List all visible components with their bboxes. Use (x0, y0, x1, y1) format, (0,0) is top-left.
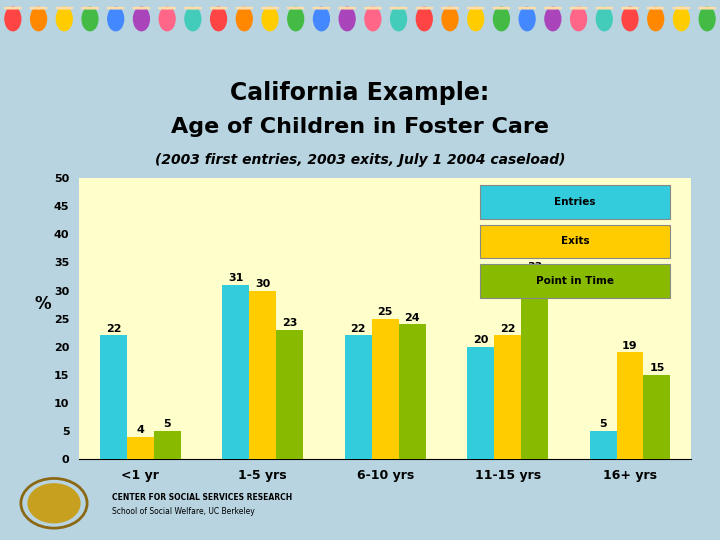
Ellipse shape (108, 7, 124, 31)
Ellipse shape (673, 7, 689, 31)
Circle shape (621, 8, 639, 9)
Ellipse shape (82, 7, 98, 31)
Circle shape (672, 8, 690, 9)
Bar (399, 324, 426, 459)
Y-axis label: %: % (34, 295, 51, 313)
FancyBboxPatch shape (480, 225, 670, 258)
Ellipse shape (262, 7, 278, 31)
Circle shape (287, 8, 305, 9)
Circle shape (364, 8, 382, 9)
Bar (616, 352, 644, 459)
Circle shape (184, 8, 202, 9)
Ellipse shape (313, 7, 329, 31)
Bar (345, 335, 372, 459)
FancyBboxPatch shape (480, 185, 670, 219)
Circle shape (467, 8, 485, 9)
Bar (372, 319, 399, 459)
Text: Point in Time: Point in Time (536, 276, 614, 286)
Text: 24: 24 (405, 313, 420, 322)
Circle shape (390, 8, 408, 9)
Circle shape (235, 8, 253, 9)
Text: 5: 5 (163, 419, 171, 429)
Circle shape (312, 8, 330, 9)
Ellipse shape (339, 7, 355, 31)
Ellipse shape (648, 7, 664, 31)
Circle shape (210, 8, 228, 9)
Ellipse shape (545, 7, 561, 31)
Bar (276, 330, 303, 459)
Circle shape (518, 8, 536, 9)
Bar (222, 285, 249, 459)
Circle shape (441, 8, 459, 9)
Ellipse shape (391, 7, 407, 31)
Circle shape (30, 8, 48, 9)
Ellipse shape (365, 7, 381, 31)
Circle shape (698, 8, 716, 9)
Circle shape (132, 8, 150, 9)
Bar (644, 375, 670, 459)
Ellipse shape (159, 7, 175, 31)
Ellipse shape (596, 7, 612, 31)
Ellipse shape (493, 7, 509, 31)
Ellipse shape (468, 7, 484, 31)
Bar (127, 436, 154, 459)
Circle shape (544, 8, 562, 9)
Bar (494, 335, 521, 459)
Ellipse shape (5, 7, 21, 31)
Text: 33: 33 (527, 262, 542, 272)
Ellipse shape (236, 7, 252, 31)
Ellipse shape (185, 7, 201, 31)
Text: Exits: Exits (561, 237, 589, 246)
Text: CENTER FOR SOCIAL SERVICES RESEARCH: CENTER FOR SOCIAL SERVICES RESEARCH (112, 492, 292, 502)
Text: 15: 15 (649, 363, 665, 373)
Ellipse shape (571, 7, 587, 31)
Circle shape (261, 8, 279, 9)
Circle shape (595, 8, 613, 9)
Text: 22: 22 (500, 324, 516, 334)
Ellipse shape (288, 7, 304, 31)
Text: Entries: Entries (554, 197, 595, 207)
Circle shape (415, 8, 433, 9)
Ellipse shape (133, 7, 149, 31)
Ellipse shape (416, 7, 432, 31)
Text: 22: 22 (351, 324, 366, 334)
Bar (249, 291, 276, 459)
Text: California Example:: California Example: (230, 81, 490, 105)
Ellipse shape (699, 7, 715, 31)
Ellipse shape (31, 7, 47, 31)
Text: 19: 19 (622, 341, 638, 350)
Text: 5: 5 (599, 419, 607, 429)
Text: (2003 first entries, 2003 exits, July 1 2004 caseload): (2003 first entries, 2003 exits, July 1 … (155, 153, 565, 167)
Text: 25: 25 (377, 307, 393, 317)
Circle shape (492, 8, 510, 9)
Ellipse shape (622, 7, 638, 31)
Text: School of Social Welfare, UC Berkeley: School of Social Welfare, UC Berkeley (112, 507, 254, 516)
Ellipse shape (519, 7, 535, 31)
Text: 30: 30 (255, 279, 271, 289)
Ellipse shape (211, 7, 227, 31)
Circle shape (570, 8, 588, 9)
Bar (100, 335, 127, 459)
Text: 23: 23 (282, 318, 297, 328)
Bar (154, 431, 181, 459)
Bar (467, 347, 494, 459)
Circle shape (4, 8, 22, 9)
Circle shape (158, 8, 176, 9)
Ellipse shape (442, 7, 458, 31)
Text: 20: 20 (473, 335, 488, 345)
Text: 31: 31 (228, 273, 243, 283)
Circle shape (81, 8, 99, 9)
Text: 4: 4 (137, 425, 144, 435)
FancyBboxPatch shape (480, 264, 670, 298)
Text: Age of Children in Foster Care: Age of Children in Foster Care (171, 117, 549, 137)
Circle shape (55, 8, 73, 9)
Circle shape (107, 8, 125, 9)
Circle shape (647, 8, 665, 9)
Bar (590, 431, 616, 459)
Circle shape (28, 484, 80, 523)
Text: 22: 22 (106, 324, 121, 334)
Circle shape (338, 8, 356, 9)
Bar (521, 274, 548, 459)
Ellipse shape (56, 7, 72, 31)
